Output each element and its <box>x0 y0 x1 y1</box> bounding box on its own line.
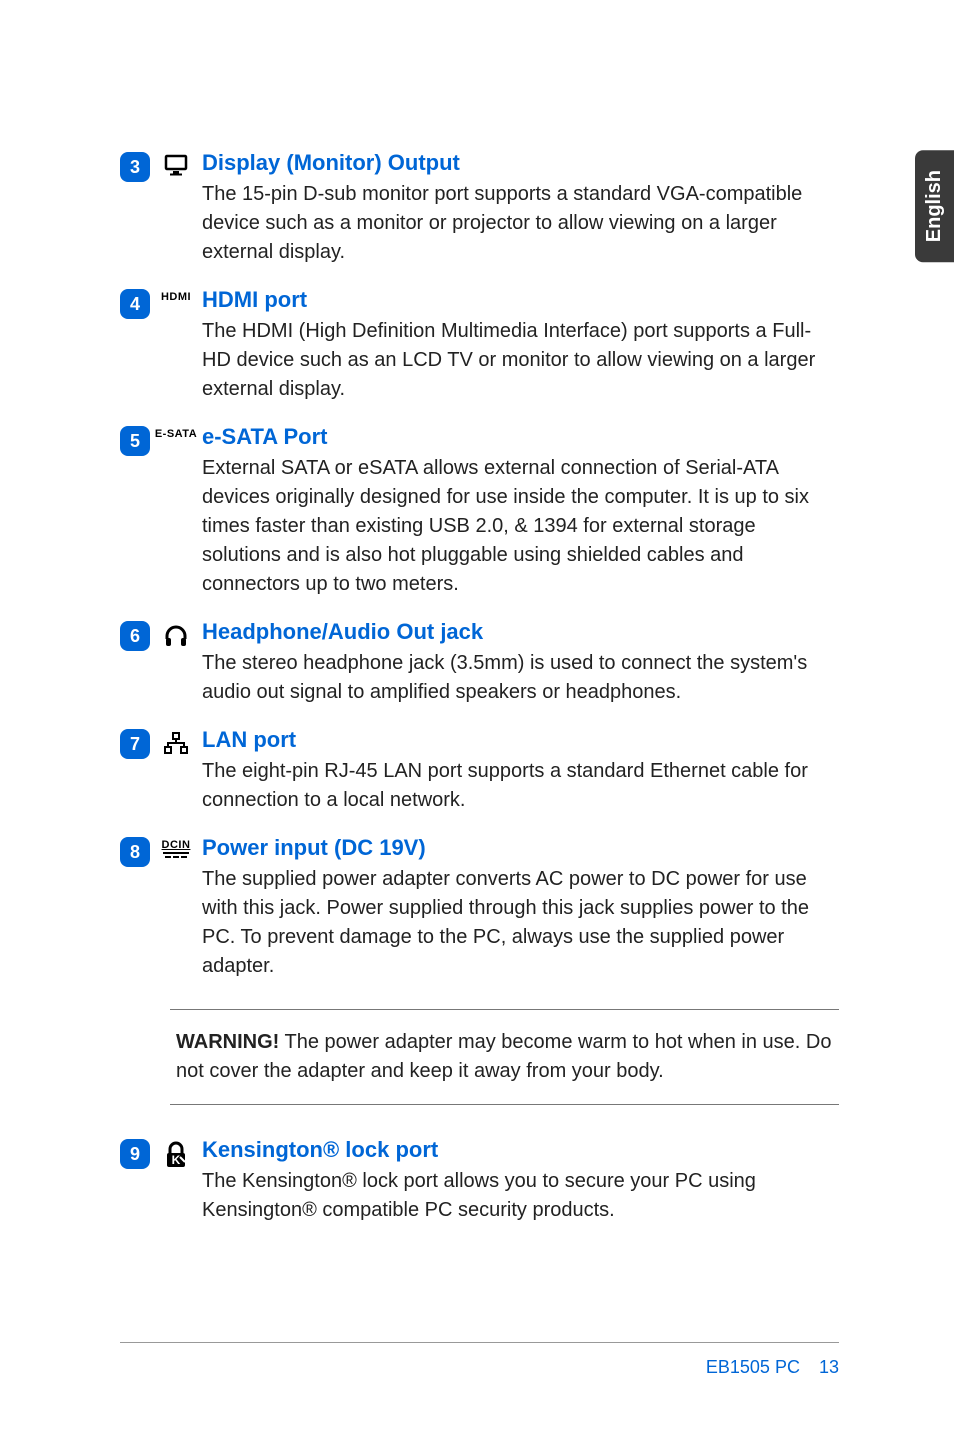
esata-icon: E-SATA <box>150 428 202 440</box>
dcin-icon: DCIN <box>150 839 202 859</box>
port-item-hdmi: 4 HDMI HDMI port The HDMI (High Definiti… <box>120 287 839 404</box>
warning-callout: WARNING! The power adapter may become wa… <box>170 1009 839 1105</box>
item-title: e-SATA Port <box>202 424 839 450</box>
port-item-esata: 5 E-SATA e-SATA Port External SATA or eS… <box>120 424 839 599</box>
item-title: HDMI port <box>202 287 839 313</box>
port-item-display: 3 Display (Monitor) Output The 15-pin D-… <box>120 150 839 267</box>
item-number-badge: 4 <box>120 289 150 319</box>
svg-text:K: K <box>172 1153 181 1167</box>
port-item-lan: 7 LAN port The eight-pin RJ-45 LAN port … <box>120 727 839 815</box>
item-number-badge: 9 <box>120 1139 150 1169</box>
item-number-badge: 6 <box>120 621 150 651</box>
port-item-power: 8 DCIN Power input (DC 19V) The supplied… <box>120 835 839 981</box>
kensington-lock-icon: K <box>150 1141 202 1169</box>
item-title: Power input (DC 19V) <box>202 835 839 861</box>
footer-page-number: 13 <box>819 1357 839 1377</box>
item-number-badge: 3 <box>120 152 150 182</box>
item-number-badge: 7 <box>120 729 150 759</box>
footer-rule <box>120 1342 839 1343</box>
item-body: The stereo headphone jack (3.5mm) is use… <box>202 649 839 707</box>
headphone-icon <box>150 623 202 649</box>
item-title: Display (Monitor) Output <box>202 150 839 176</box>
footer-product: EB1505 PC <box>706 1357 800 1377</box>
item-title: LAN port <box>202 727 839 753</box>
port-item-headphone: 6 Headphone/Audio Out jack The stereo he… <box>120 619 839 707</box>
item-title: Kensington® lock port <box>202 1137 839 1163</box>
lan-icon <box>150 731 202 755</box>
item-title: Headphone/Audio Out jack <box>202 619 839 645</box>
item-number-badge: 5 <box>120 426 150 456</box>
item-body: The Kensington® lock port allows you to … <box>202 1167 839 1225</box>
page-footer: EB1505 PC 13 <box>706 1357 839 1378</box>
item-body: The eight-pin RJ-45 LAN port supports a … <box>202 757 839 815</box>
warning-label: WARNING! <box>176 1031 279 1053</box>
language-tab: English <box>915 150 954 262</box>
item-number-badge: 8 <box>120 837 150 867</box>
item-body: The HDMI (High Definition Multimedia Int… <box>202 317 839 404</box>
item-body: External SATA or eSATA allows external c… <box>202 454 839 599</box>
item-body: The supplied power adapter converts AC p… <box>202 865 839 981</box>
hdmi-icon: HDMI <box>150 291 202 303</box>
port-item-kensington: 9 K Kensington® lock port The Kensington… <box>120 1137 839 1225</box>
item-body: The 15-pin D-sub monitor port supports a… <box>202 180 839 267</box>
monitor-icon <box>150 154 202 176</box>
